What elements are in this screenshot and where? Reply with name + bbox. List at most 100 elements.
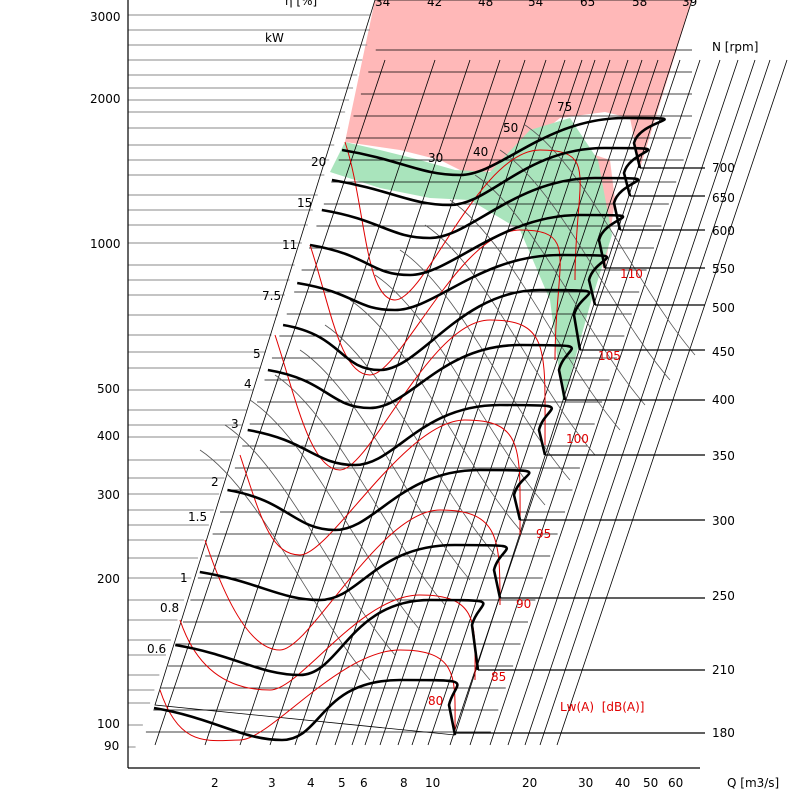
y-tick-1000: 1000 [90,237,121,251]
eff-curve-75: 75 [557,100,572,114]
grid-shear-line [204,59,436,746]
kw-1: 1 [180,571,188,585]
rpm-350: 350 [712,449,735,463]
sound-105: 105 [598,349,621,363]
system-curve [374,274,546,506]
x-tick-60: 60 [668,776,683,790]
rpm-180: 180 [712,726,735,740]
x-tick-4: 4 [307,776,315,790]
kw-3: 3 [231,417,239,431]
optimal-zone [330,118,612,402]
rpm-curve [331,146,650,207]
x-tick-30: 30 [578,776,593,790]
rpm-650: 650 [712,191,735,205]
x-tick-5: 5 [338,776,346,790]
sound-80: 80 [428,694,443,708]
rpm-leaders [455,167,705,734]
x-tick-3: 3 [268,776,276,790]
sound-curve [159,649,456,742]
rpm-210: 210 [712,663,735,677]
rpm-550: 550 [712,262,735,276]
grid-shear-line [524,59,756,746]
rpm-400: 400 [712,393,735,407]
x-tick-6: 6 [360,776,368,790]
rpm-curve [341,116,666,177]
y-tick-3000: 3000 [90,10,121,24]
y-tick-400: 400 [97,429,120,443]
kw-7.5: 7.5 [262,289,281,303]
x-tick-40: 40 [615,776,630,790]
rpm-curve [227,468,531,532]
rpm-700: 700 [712,161,735,175]
grid-shear-line [427,59,659,746]
speed-unit: N [rpm] [712,40,758,54]
eff-curve-40: 40 [473,145,488,159]
system-curve [199,449,371,681]
eff-54: 54 [528,0,543,9]
power-unit: kW [265,31,284,45]
sound-95: 95 [536,527,551,541]
system-curve [249,399,421,631]
kw-1.5: 1.5 [188,510,207,524]
sound-curves [159,141,581,742]
y-tick-2000: 2000 [90,92,121,106]
grid-shear-line [239,59,471,746]
kw-0.8: 0.8 [160,601,179,615]
grid-shear-line [364,59,596,746]
system-curve [349,299,521,531]
x-tick-8: 8 [400,776,408,790]
y-tick-100: 100 [97,717,120,731]
y-tick-500: 500 [97,382,120,396]
grid-shear-line [507,59,739,746]
system-curve [274,374,446,606]
chart-frame [154,0,693,736]
grid-shear-line [411,59,643,746]
grid-shear-line [397,59,629,746]
rpm-curves [153,116,666,742]
sound-curve [239,419,521,556]
x-tick-20: 20 [522,776,537,790]
efficiency-label: η [%] [285,0,317,8]
eff-curve-50: 50 [503,121,518,135]
grid-shear-line [556,59,788,746]
system-curve [424,224,596,456]
sound-curve [309,229,561,376]
kw-20: 20 [311,155,326,169]
grid-shear-line [539,59,771,746]
rpm-250: 250 [712,589,735,603]
left-axis-ladder [128,14,370,748]
grid-shear-line [334,59,566,746]
eff-58: 58 [632,0,647,9]
rpm-curve [296,253,609,312]
sound-85: 85 [491,670,506,684]
rpm-curve [309,213,625,277]
rpm-curve [199,543,509,602]
system-curve [324,324,496,556]
x-tick-2: 2 [211,776,219,790]
grid-shear-line [469,59,701,746]
eff-65: 65 [580,0,595,9]
sound-90: 90 [516,597,531,611]
sound-100: 100 [566,432,589,446]
kw-11: 11 [282,238,297,252]
sound-110: 110 [620,267,643,281]
unstable-zone [345,0,692,175]
grid-shear-line [379,59,611,746]
sound-curve [204,509,501,651]
rpm-curve [267,343,574,410]
y-tick-300: 300 [97,488,120,502]
x-tick-10: 10 [425,776,440,790]
grid-shear-line [154,59,386,746]
y-tick-200: 200 [97,572,120,586]
eff-curve-30: 30 [428,151,443,165]
system-curve [524,124,696,356]
kw-0.6: 0.6 [147,642,166,656]
system-curve [224,424,396,656]
sound-curve [179,594,476,691]
rpm-600: 600 [712,224,735,238]
x-tick-50: 50 [643,776,658,790]
rpm-500: 500 [712,301,735,315]
rpm-curve [175,598,485,677]
kw-15: 15 [297,196,312,210]
grid-shear-line [351,59,583,746]
